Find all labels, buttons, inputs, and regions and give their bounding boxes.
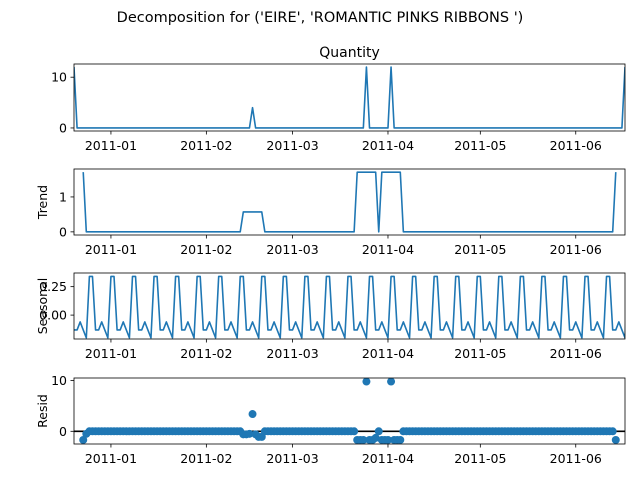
x-tick-label: 2011-06 xyxy=(550,346,602,361)
resid-point xyxy=(245,429,254,438)
x-tick-label: 2011-03 xyxy=(266,242,318,257)
figure-suptitle: Decomposition for ('EIRE', 'ROMANTIC PIN… xyxy=(117,10,524,26)
axes-frame xyxy=(73,168,626,236)
x-tick-label: 2011-03 xyxy=(266,138,318,153)
x-tick-label: 2011-02 xyxy=(180,138,232,153)
y-tick-label: 0.00 xyxy=(39,308,67,323)
x-tick-label: 2011-01 xyxy=(85,451,137,466)
y-tick-label: 0.25 xyxy=(39,279,67,294)
y-tick-label: 1 xyxy=(59,189,67,204)
x-tick-label: 2011-02 xyxy=(180,242,232,257)
y-tick-label: 0 xyxy=(59,424,67,439)
y-tick-label: 10 xyxy=(51,373,67,388)
x-tick-label: 2011-06 xyxy=(550,242,602,257)
x-tick-label: 2011-04 xyxy=(362,346,414,361)
x-tick-label: 2011-01 xyxy=(85,242,137,257)
resid-point xyxy=(350,427,359,436)
resid-point xyxy=(371,433,380,442)
x-tick-label: 2011-03 xyxy=(266,451,318,466)
resid-point xyxy=(396,435,405,444)
panel-trend: 0 1 2011-01 2011-02 2011-03 2011-04 2011-05 201… xyxy=(35,168,626,257)
x-tick-label: 2011-04 xyxy=(362,451,414,466)
x-tick-label: 2011-04 xyxy=(362,138,414,153)
x-tick-label: 2011-01 xyxy=(85,346,137,361)
resid-point xyxy=(383,435,392,444)
x-tick-label: 2011-05 xyxy=(454,242,506,257)
resid-point xyxy=(608,427,617,436)
x-tick-label: 2011-03 xyxy=(266,346,318,361)
axes-frame xyxy=(73,272,626,340)
panel-seasonal: 0.00 0.25 2011-01 2011-02 2011-03 2011-04 2011… xyxy=(35,272,626,361)
y-axis-label: Trend xyxy=(35,185,50,220)
x-tick-label: 2011-05 xyxy=(454,451,506,466)
resid-point xyxy=(611,435,620,444)
resid-point xyxy=(362,378,371,386)
resid-point xyxy=(79,435,88,444)
axes-frame xyxy=(73,377,626,445)
panel-resid: 0 10 2011-01 2011-02 2011-03 2011-04 2011-05 20… xyxy=(35,373,626,466)
y-axis-label: Resid xyxy=(35,394,50,428)
x-tick-label: 2011-05 xyxy=(454,346,506,361)
axes-title: Quantity xyxy=(319,45,380,61)
series-line xyxy=(74,66,625,129)
axes-frame xyxy=(73,63,626,132)
x-tick-label: 2011-06 xyxy=(550,451,602,466)
x-tick-label: 2011-05 xyxy=(454,138,506,153)
x-tick-label: 2011-02 xyxy=(180,346,232,361)
x-tick-label: 2011-02 xyxy=(180,451,232,466)
series-line xyxy=(74,275,625,339)
x-tick-label: 2011-01 xyxy=(85,138,137,153)
resid-point xyxy=(387,378,396,386)
series-line xyxy=(82,171,617,233)
x-tick-label: 2011-06 xyxy=(550,138,602,153)
x-tick-label: 2011-04 xyxy=(362,242,414,257)
y-axis-label: Seasonal xyxy=(35,278,50,335)
y-tick-label: 10 xyxy=(51,70,67,85)
panel-quantity: 0 10 2011-01 2011-02 2011-03 2011-04 2011-05 20… xyxy=(51,45,626,153)
resid-point xyxy=(248,410,257,419)
resid-point xyxy=(359,435,368,444)
resid-point xyxy=(374,427,383,436)
y-tick-label: 0 xyxy=(59,224,67,239)
y-tick-label: 0 xyxy=(59,120,67,135)
